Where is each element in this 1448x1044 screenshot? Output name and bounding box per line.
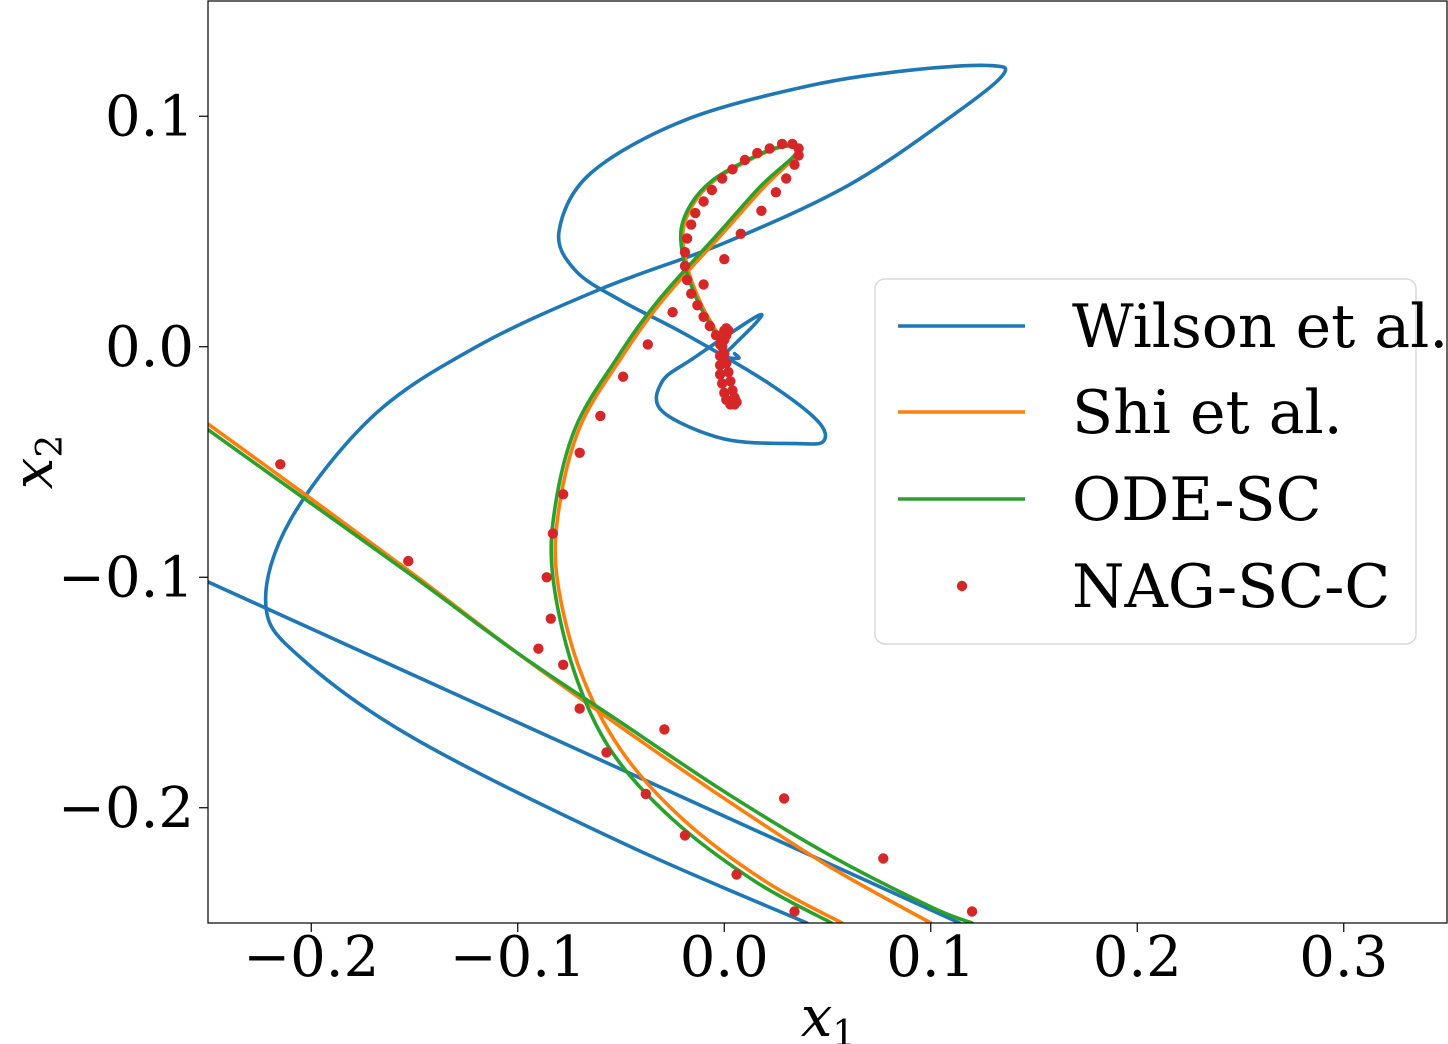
data-point: [617, 371, 629, 382]
data-point: [723, 366, 734, 378]
data-point: [878, 853, 889, 864]
data-point: [595, 410, 606, 422]
legend-frame: [874, 278, 1417, 645]
y-tick-label: 0.0: [105, 315, 194, 380]
data-point: [698, 279, 709, 290]
data-point: [770, 187, 782, 198]
legend-label: Shi et al.: [1072, 378, 1343, 448]
data-point: [739, 154, 751, 166]
data-point: [690, 207, 701, 219]
data-point: [679, 260, 691, 272]
data-point: [719, 387, 730, 399]
data-point: [789, 159, 800, 170]
data-point: [717, 173, 728, 184]
plot-area: [208, 63, 1008, 923]
data-point: [714, 360, 726, 371]
data-point: [966, 906, 978, 917]
plot-frame: [207, 0, 1448, 924]
data-point: [574, 703, 585, 714]
data-point: [686, 219, 697, 230]
data-point: [403, 555, 414, 567]
x-tick-label: −0.1: [450, 925, 586, 990]
data-point: [601, 747, 612, 758]
data-point: [686, 288, 697, 299]
data-point: [731, 869, 742, 880]
data-point: [642, 339, 653, 350]
data-point: [640, 788, 651, 800]
data-point: [710, 330, 722, 341]
data-point: [789, 906, 800, 917]
data-point: [778, 793, 790, 804]
data-point: [725, 376, 736, 387]
data-point: [679, 830, 691, 841]
data-point: [692, 300, 703, 311]
x-tick-label: 0.0: [680, 925, 769, 990]
x-tick-label: −0.2: [243, 925, 379, 990]
data-point: [659, 724, 670, 735]
series-line-0: [208, 63, 1008, 923]
data-point: [787, 138, 798, 150]
data-point: [698, 311, 709, 322]
legend: Wilson et al. Shi et al. ODE-SC NAG-SC-C: [874, 278, 1448, 645]
data-point: [698, 196, 709, 207]
data-point: [781, 173, 792, 184]
data-point: [756, 205, 767, 216]
x-axis-label: x1: [801, 985, 856, 1044]
data-point: [717, 378, 728, 389]
y-tick-label: −0.1: [58, 545, 194, 610]
data-point: [574, 447, 585, 458]
data-point: [558, 489, 569, 500]
series-line-2: [208, 143, 974, 923]
data-point: [735, 228, 746, 239]
data-point: [714, 369, 726, 380]
legend-label: NAG-SC-C: [1072, 552, 1390, 622]
legend-swatch: [956, 580, 968, 592]
legend-label: ODE-SC: [1072, 465, 1322, 535]
data-point: [706, 184, 718, 196]
x-tick-label: 0.3: [1299, 925, 1388, 990]
x-tick-label: 0.2: [1093, 925, 1182, 990]
data-point: [681, 274, 693, 286]
data-point: [727, 164, 738, 175]
x-tick-label: 0.1: [886, 925, 975, 990]
data-point: [545, 613, 556, 624]
data-point: [714, 350, 726, 362]
data-point: [719, 254, 730, 265]
y-axis-label: x2: [1, 435, 71, 490]
data-point: [547, 528, 559, 539]
y-tick-label: 0.1: [105, 84, 194, 149]
data-point: [275, 459, 286, 470]
data-point: [667, 307, 678, 318]
data-point: [681, 233, 693, 244]
data-point: [679, 247, 691, 258]
data-point: [764, 143, 775, 154]
data-point: [541, 572, 552, 583]
y-tick-label: −0.2: [58, 776, 194, 841]
axes-ticks: −0.2 −0.1 0.0 0.1 0.2 0.3 0.1 0.0 −0.1 −0.2: [58, 84, 1388, 990]
data-point: [776, 138, 788, 150]
data-point: [533, 643, 544, 654]
legend-label: Wilson et al.: [1072, 292, 1448, 362]
data-point: [704, 320, 715, 332]
data-point: [719, 325, 730, 336]
data-point: [558, 659, 569, 670]
data-point: [752, 147, 763, 159]
